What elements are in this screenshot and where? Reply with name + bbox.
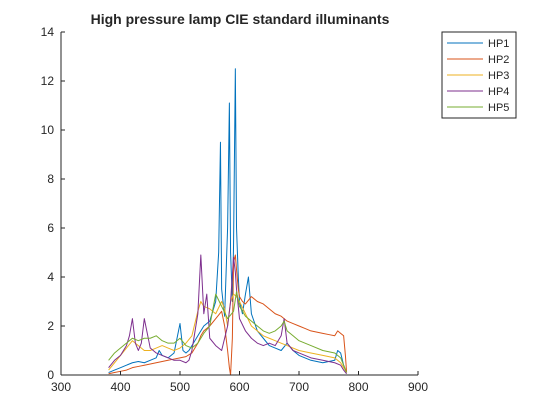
series-line-hp5	[108, 291, 348, 373]
y-tick-label: 10	[41, 123, 55, 137]
legend-label-hp4: HP4	[488, 86, 509, 98]
y-tick-label: 14	[41, 25, 55, 39]
x-tick-label: 700	[289, 380, 309, 394]
x-tick-label: 900	[408, 380, 428, 394]
y-tick-label: 8	[47, 172, 54, 186]
x-tick-label: 500	[170, 380, 190, 394]
y-tick-label: 0	[47, 368, 54, 382]
x-tick-label: 400	[110, 380, 130, 394]
y-tick-label: 6	[47, 221, 54, 235]
y-ticks: 0 2 4 6 8 10 12 14	[41, 25, 65, 382]
legend[interactable]: HP1 HP2 HP3 HP4 HP5	[441, 31, 517, 119]
series-line-hp4	[108, 254, 347, 375]
series-line-hp3	[108, 293, 348, 373]
legend-items: HP1 HP2 HP3 HP4 HP5	[447, 38, 509, 114]
legend-label-hp1: HP1	[488, 38, 509, 50]
legend-label-hp3: HP3	[488, 70, 509, 82]
y-tick-label: 2	[47, 319, 54, 333]
x-tick-label: 300	[51, 380, 71, 394]
y-tick-label: 12	[41, 74, 55, 88]
legend-label-hp2: HP2	[488, 54, 509, 66]
legend-label-hp5: HP5	[488, 102, 509, 114]
plot-background	[61, 32, 418, 375]
x-ticks: 300 400 500 600 700 800 900	[51, 371, 428, 394]
chart-title: High pressure lamp CIE standard illumina…	[91, 11, 390, 27]
y-tick-label: 4	[47, 270, 54, 284]
x-tick-label: 600	[229, 380, 249, 394]
x-tick-label: 800	[348, 380, 368, 394]
series-layer	[108, 68, 348, 376]
